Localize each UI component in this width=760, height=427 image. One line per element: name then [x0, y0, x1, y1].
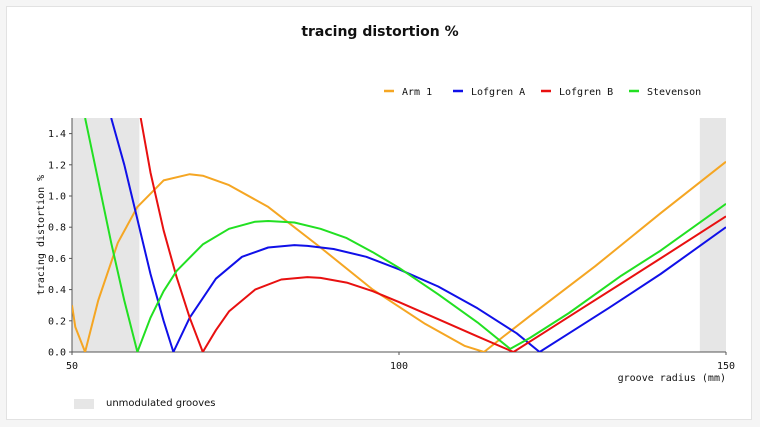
series-line-lofgren-b — [139, 118, 726, 352]
y-tick-label: 0.0 — [48, 348, 66, 359]
series-line-arm-1 — [72, 160, 726, 352]
x-axis-label: groove radius (mm) — [618, 373, 726, 384]
unmodulated-swatch — [74, 398, 94, 409]
legend[interactable]: Arm 1 Lofgren A Lofgren B Stevenson — [384, 87, 701, 98]
tick-labels: 0.0 0.2 0.4 0.6 0.8 1.0 1.2 1.4 50 100 150 — [48, 129, 735, 372]
legend-label-arm-1: Arm 1 — [402, 87, 432, 98]
x-tick-label: 150 — [717, 361, 735, 372]
axes — [69, 118, 727, 355]
chart-title: tracing distortion % — [301, 24, 459, 40]
y-tick-label: 1.0 — [48, 192, 66, 203]
y-tick-label: 0.8 — [48, 223, 66, 234]
unmodulated-band — [699, 118, 726, 352]
y-tick-label: 0.4 — [48, 285, 66, 296]
series-line-lofgren-a — [110, 118, 726, 352]
series-lines — [72, 118, 726, 352]
legend-label-lofgren-a: Lofgren A — [471, 87, 525, 98]
x-tick-label: 100 — [390, 361, 408, 372]
y-tick-label: 1.2 — [48, 160, 66, 171]
unmodulated-label: unmodulated grooves — [106, 398, 216, 409]
y-tick-label: 0.2 — [48, 316, 66, 327]
unmodulated-bands — [72, 118, 726, 352]
series-line-stevenson — [84, 118, 726, 352]
y-axis-label: tracing distortion % — [36, 175, 47, 295]
x-tick-label: 50 — [66, 361, 78, 372]
footnote: unmodulated grooves — [74, 398, 215, 409]
y-tick-label: 0.6 — [48, 254, 66, 265]
legend-label-lofgren-b: Lofgren B — [559, 87, 613, 98]
legend-label-stevenson: Stevenson — [647, 87, 701, 98]
y-tick-label: 1.4 — [48, 129, 66, 140]
